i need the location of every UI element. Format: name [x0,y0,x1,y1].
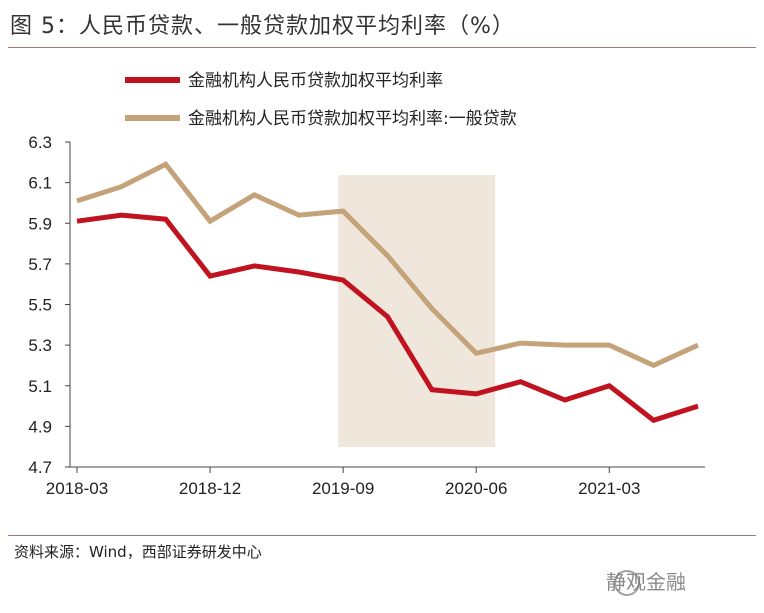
source-note: 资料来源：Wind，西部证券研发中心 [14,543,262,561]
legend-label: 金融机构人民币贷款加权平均利率:一般贷款 [188,109,517,129]
x-tick-label: 2019-09 [312,479,374,498]
watermark-text: 静观金融 [606,570,686,594]
x-tick-label: 2018-12 [179,479,241,498]
y-tick-label: 4.9 [28,417,52,436]
x-tick-label: 2021-03 [578,479,640,498]
bottom-divider [8,535,756,536]
y-tick-label: 6.1 [28,174,52,193]
top-divider [8,47,756,48]
legend-label: 金融机构人民币贷款加权平均利率 [188,71,443,91]
y-tick-label: 5.3 [28,336,52,355]
x-tick-label: 2020-06 [445,479,507,498]
y-tick-label: 5.1 [28,377,52,396]
y-tick-label: 4.7 [28,458,52,477]
y-tick-label: 6.3 [28,133,52,152]
y-tick-label: 5.9 [28,214,52,233]
y-tick-label: 5.7 [28,255,52,274]
series-line-rmb-loan-rate [76,212,699,424]
watermark-logo-icon [614,570,640,596]
series-line-general-loan-rate [76,161,700,369]
shaded-period [338,175,496,447]
y-tick-label: 5.5 [28,296,52,315]
figure-title: 图 5：人民币贷款、一般贷款加权平均利率（%） [10,14,515,39]
x-tick-label: 2018-03 [46,479,108,498]
